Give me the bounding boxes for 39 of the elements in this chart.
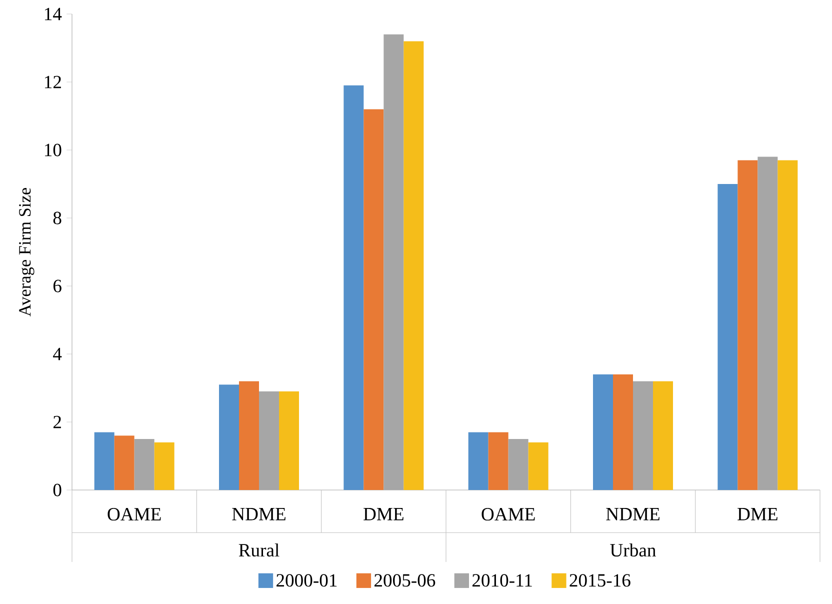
bar xyxy=(344,85,364,490)
y-tick-label: 2 xyxy=(53,416,61,428)
bar xyxy=(718,184,738,490)
bar xyxy=(94,432,114,490)
text: Rural xyxy=(238,543,280,557)
bar xyxy=(114,436,134,490)
bar xyxy=(778,160,798,490)
bar xyxy=(239,381,259,490)
y-tick-label: 6 xyxy=(53,280,62,292)
x-tick-label: NDME xyxy=(232,508,286,520)
text: Urban xyxy=(610,543,656,557)
legend-label: 2005-06 xyxy=(374,574,436,587)
y-tick-label: 0 xyxy=(53,484,62,496)
y-axis-title: Average Firm Size xyxy=(19,188,34,316)
bar xyxy=(468,432,488,490)
x-tick-label: NDME xyxy=(606,508,660,520)
bar xyxy=(154,442,174,490)
y-tick-label: 4 xyxy=(53,348,62,360)
x-tick-label: DME xyxy=(738,508,778,520)
bar xyxy=(528,442,548,490)
y-tick-label: 14 xyxy=(45,8,62,20)
x-tick-label: OAME xyxy=(482,508,535,521)
bar xyxy=(613,374,633,490)
bar xyxy=(404,41,424,490)
legend-label: 2010-11 xyxy=(472,574,532,587)
bar xyxy=(488,432,508,490)
y-tick-label: 8 xyxy=(53,212,62,224)
legend-label: 2000-01 xyxy=(276,574,337,587)
legend-label: 2015-16 xyxy=(570,574,630,587)
bar xyxy=(738,160,758,490)
bar xyxy=(219,384,239,490)
y-tick-label: 12 xyxy=(45,76,61,88)
x-tick-label: DME xyxy=(364,508,404,520)
x-tick-label: OAME xyxy=(108,508,161,521)
bar xyxy=(364,109,384,490)
bar xyxy=(653,381,673,490)
y-tick-label: 10 xyxy=(45,144,62,156)
bar xyxy=(593,374,613,490)
bar xyxy=(279,391,299,490)
